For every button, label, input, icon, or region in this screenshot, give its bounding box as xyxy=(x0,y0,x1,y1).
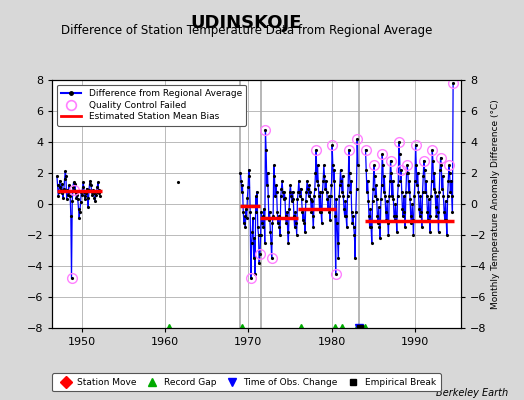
Y-axis label: Monthly Temperature Anomaly Difference (°C): Monthly Temperature Anomaly Difference (… xyxy=(491,99,500,309)
Text: UDINSKOJE: UDINSKOJE xyxy=(191,14,302,32)
Text: Difference of Station Temperature Data from Regional Average: Difference of Station Temperature Data f… xyxy=(61,24,432,37)
Text: Berkeley Earth: Berkeley Earth xyxy=(436,388,508,398)
Legend: Difference from Regional Average, Quality Control Failed, Estimated Station Mean: Difference from Regional Average, Qualit… xyxy=(57,84,246,126)
Legend: Station Move, Record Gap, Time of Obs. Change, Empirical Break: Station Move, Record Gap, Time of Obs. C… xyxy=(52,374,441,392)
